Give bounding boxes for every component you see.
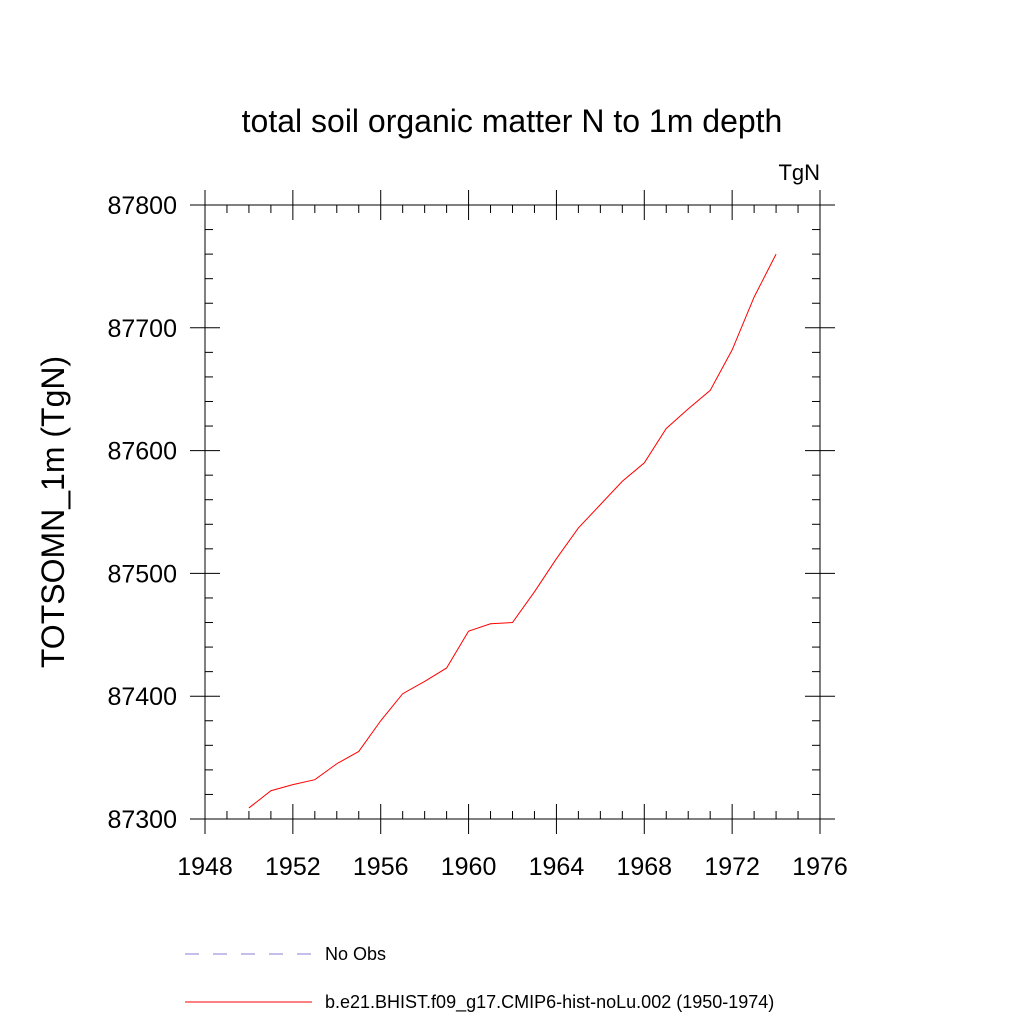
x-tick-label: 1960 (441, 853, 497, 881)
legend-label-series: b.e21.BHIST.f09_g17.CMIP6-hist-noLu.002 … (325, 992, 774, 1013)
y-tick-label: 87700 (107, 315, 177, 343)
series-line-0 (248, 253, 777, 809)
y-tick-label: 87500 (107, 560, 177, 588)
y-tick-label: 87300 (107, 806, 177, 834)
y-tick-label: 87800 (107, 192, 177, 220)
y-tick-label: 87400 (107, 683, 177, 711)
x-tick-label: 1956 (353, 853, 409, 881)
units-label: TgN (778, 160, 820, 185)
x-tick-label: 1976 (792, 853, 848, 881)
x-tick-label: 1972 (704, 853, 760, 881)
legend: No Obs b.e21.BHIST.f09_g17.CMIP6-hist-no… (185, 944, 774, 1013)
axis-ticks (190, 190, 835, 834)
y-tick-label: 87600 (107, 438, 177, 466)
legend-label-no-obs: No Obs (325, 944, 386, 964)
data-series (248, 253, 777, 809)
plot-frame (204, 204, 821, 820)
x-tick-label: 1952 (265, 853, 321, 881)
chart-title: total soil organic matter N to 1m depth (242, 103, 783, 139)
y-axis-label: TOTSOMN_1m (TgN) (35, 356, 71, 668)
x-tick-label: 1968 (616, 853, 672, 881)
axis-tick-labels: 1948 1952 1956 1960 1964 1968 1972 1976 87300 874… (107, 192, 847, 881)
x-tick-label: 1948 (177, 853, 233, 881)
x-tick-label: 1964 (529, 853, 585, 881)
